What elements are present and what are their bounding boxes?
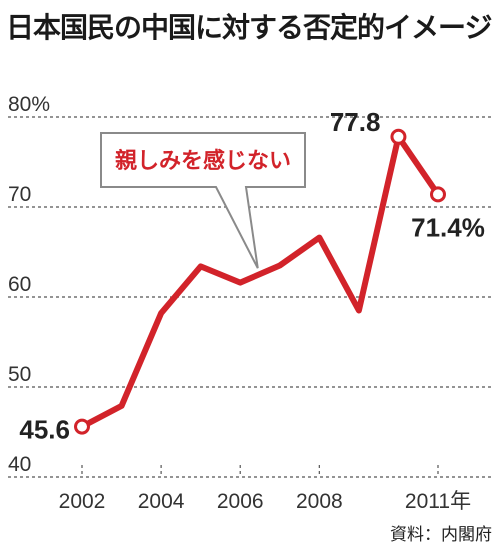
- callout-box: [100, 132, 306, 269]
- data-label-2011: 71.4%: [411, 212, 485, 242]
- x-tick-label-2011: 2011年: [405, 490, 471, 513]
- y-tick-label-60: 60: [8, 273, 31, 296]
- source-note: 資料：内閣府: [390, 525, 492, 545]
- x-axis-ticks: 2002 2004 2006 2008 2011年: [59, 465, 471, 513]
- y-tick-label-50: 50: [8, 363, 31, 386]
- y-tick-label-40: 40: [8, 453, 31, 476]
- x-tick-label-2006: 2006: [217, 490, 264, 513]
- chart-title: 日本国民の中国に対する否定的イメージ: [6, 11, 492, 44]
- y-axis-ticks: 80% 70 60 50 40: [8, 93, 50, 476]
- y-tick-label-80: 80%: [8, 93, 50, 116]
- data-point-2011: [430, 186, 446, 203]
- callout-text: 親しみを感じない: [115, 148, 291, 174]
- series: [74, 128, 446, 435]
- grid: [8, 116, 492, 478]
- data-point-2010: [390, 128, 407, 145]
- series-line-0: [79, 133, 441, 430]
- data-label-2002: 45.6: [19, 415, 70, 445]
- x-tick-label-2008: 2008: [296, 490, 343, 513]
- data-label-2010: 77.8: [330, 107, 381, 137]
- y-tick-label-70: 70: [8, 183, 31, 206]
- x-tick-label-2004: 2004: [138, 490, 185, 513]
- x-tick-label-2002: 2002: [59, 490, 106, 513]
- callout: 親しみを感じない: [100, 132, 306, 269]
- data-labels: 45.6 77.8 71.4%: [19, 107, 484, 445]
- data-point-2002: [74, 418, 90, 435]
